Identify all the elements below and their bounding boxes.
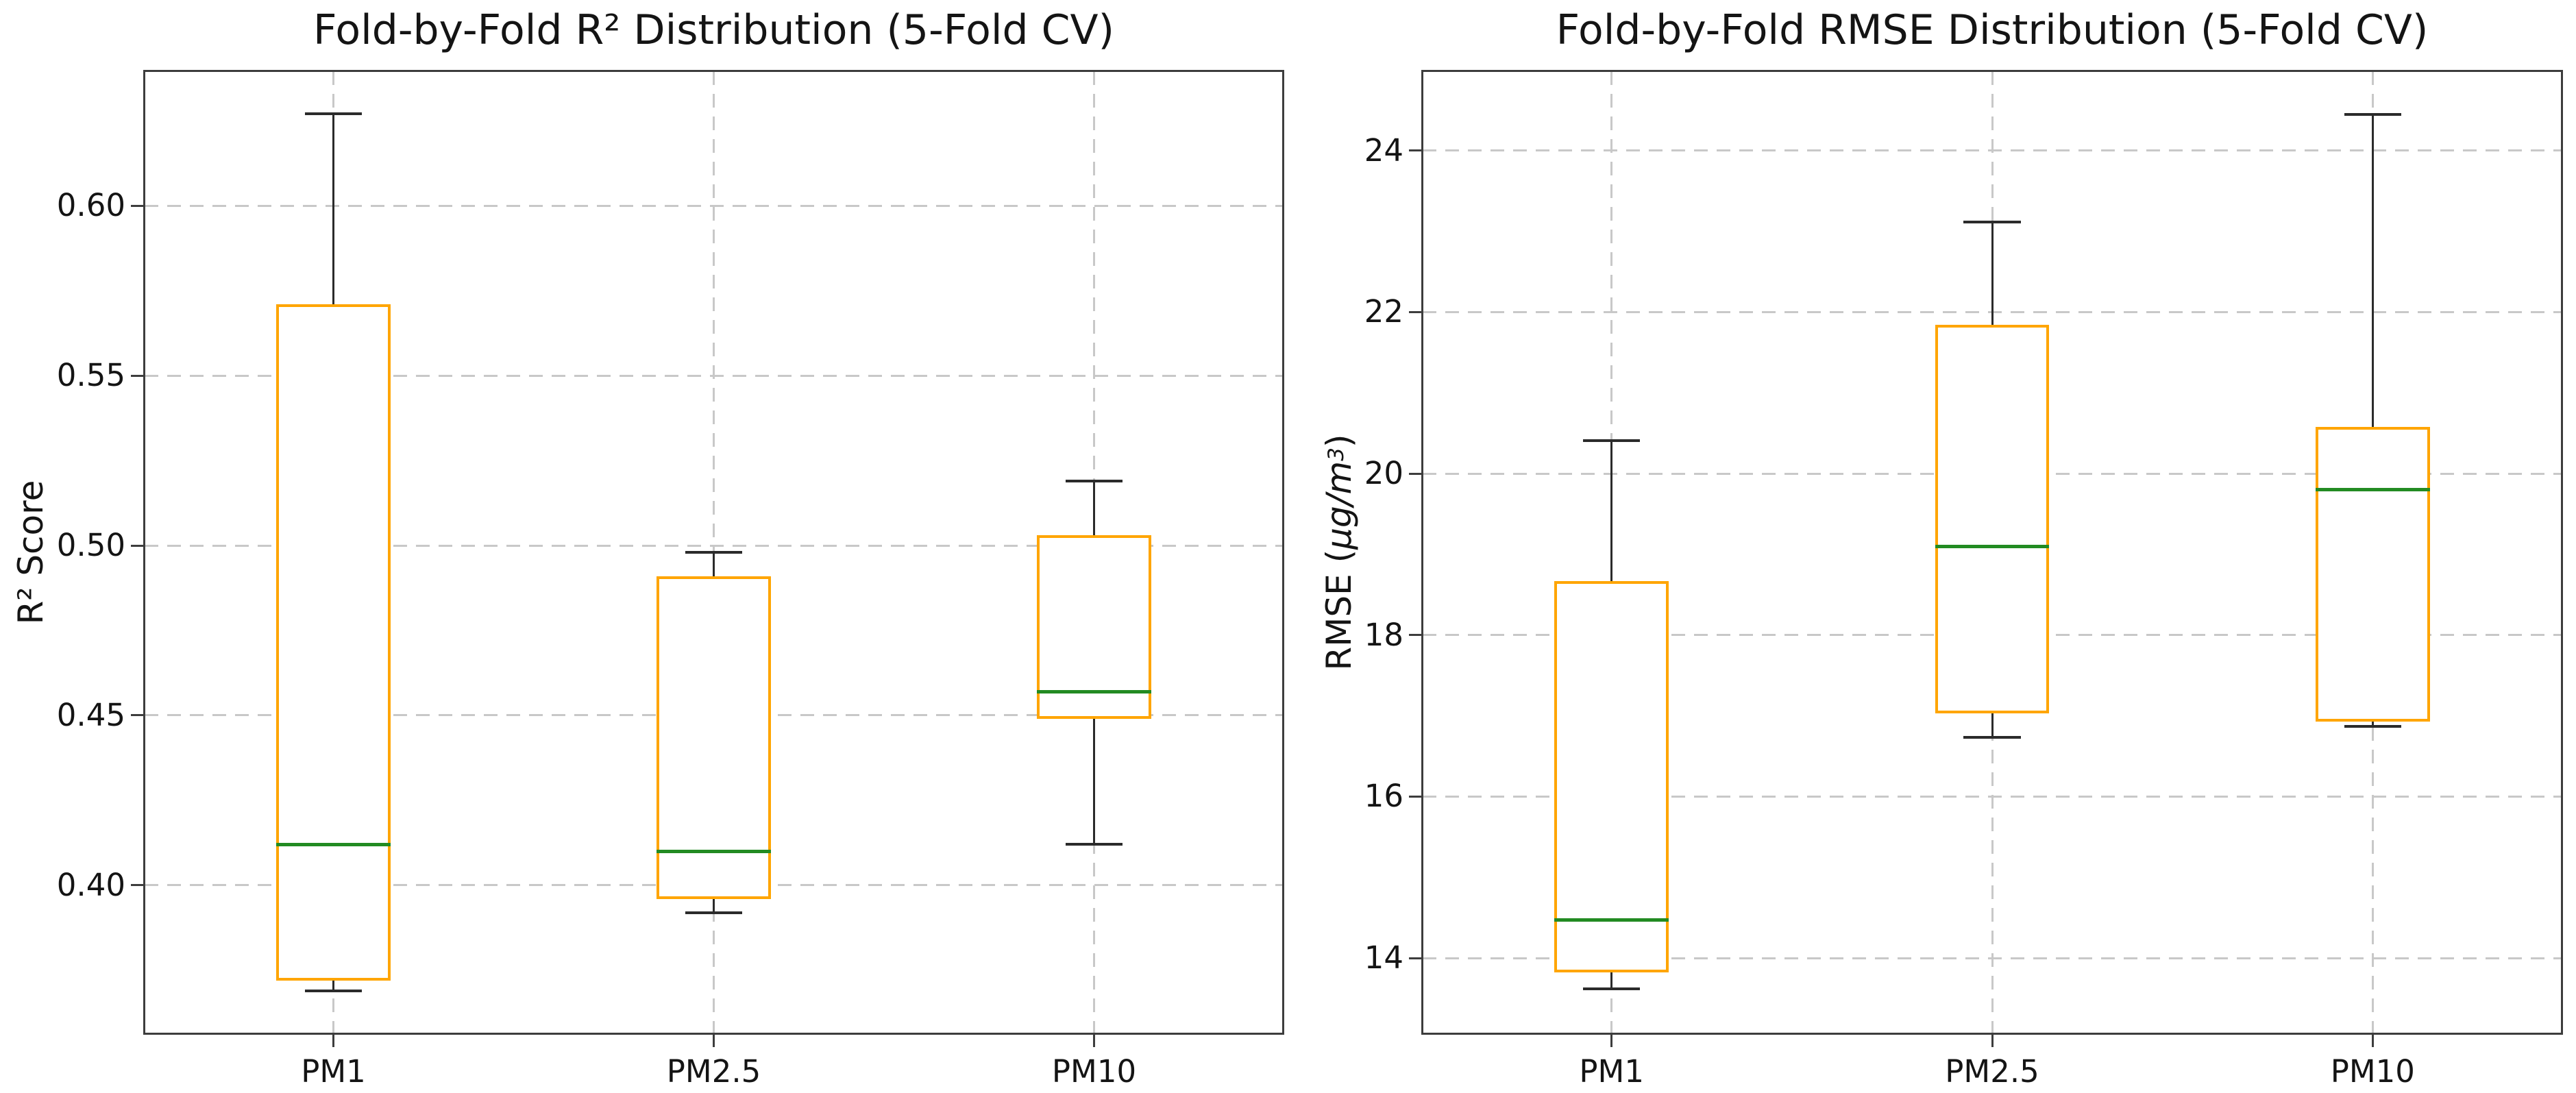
y-tick-mark (131, 884, 143, 887)
y-tick-label: 0.55 (56, 357, 125, 394)
whisker-cap-lower (1963, 736, 2021, 739)
chart-title: Fold-by-Fold RMSE Distribution (5-Fold C… (1556, 6, 2429, 54)
box-iqr (657, 576, 771, 899)
whisker-lower (1991, 713, 1994, 738)
x-tick-label: PM2.5 (666, 1053, 761, 1090)
x-tick-mark (713, 1035, 715, 1047)
chart-title: Fold-by-Fold R² Distribution (5-Fold CV) (312, 6, 1114, 54)
y-tick-mark (1409, 310, 1421, 313)
y-tick-label: 20 (1364, 455, 1403, 492)
whisker-upper (1991, 221, 1994, 326)
y-tick-mark (131, 544, 143, 547)
whisker-cap-lower (1065, 843, 1123, 846)
plot-border (1421, 70, 2563, 1035)
x-tick-mark (1991, 1035, 1994, 1047)
x-tick-label: PM1 (301, 1053, 366, 1090)
y-tick-label: 0.40 (56, 866, 125, 903)
y-tick-mark (1409, 149, 1421, 152)
y-axis-label-part: ) (1319, 434, 1359, 448)
y-tick-label: 16 (1364, 778, 1403, 815)
plot-border (143, 70, 1284, 1035)
y-tick-label: 0.60 (56, 187, 125, 224)
x-tick-mark (2371, 1035, 2374, 1047)
whisker-upper (1093, 480, 1095, 536)
x-tick-label: PM10 (1051, 1053, 1137, 1090)
y-tick-label: 24 (1364, 132, 1403, 169)
x-tick-mark (1610, 1035, 1613, 1047)
y-tick-mark (1409, 795, 1421, 798)
y-tick-label: 22 (1364, 293, 1403, 330)
y-tick-label: 14 (1364, 940, 1403, 977)
x-tick-label: PM10 (2330, 1053, 2415, 1090)
whisker-cap-lower (685, 911, 743, 914)
x-tick-label: PM1 (1579, 1053, 1644, 1090)
whisker-upper (2371, 114, 2374, 427)
x-tick-label: PM2.5 (1945, 1053, 2039, 1090)
whisker-lower (713, 898, 715, 913)
median-line (657, 849, 771, 853)
box-iqr (1554, 580, 1669, 973)
whisker-lower (1610, 972, 1613, 989)
whisker-upper (713, 552, 715, 576)
whisker-upper (1610, 440, 1613, 581)
box-iqr (1037, 535, 1151, 719)
median-line (1935, 544, 2050, 548)
y-tick-mark (1409, 634, 1421, 637)
whisker-cap-upper (1583, 439, 1641, 442)
whisker-cap-lower (304, 989, 363, 992)
whisker-cap-upper (1963, 220, 2021, 223)
y-tick-mark (1409, 957, 1421, 959)
whisker-cap-upper (1065, 479, 1123, 482)
y-tick-mark (1409, 472, 1421, 475)
y-tick-label: 0.45 (56, 696, 125, 733)
whisker-cap-upper (685, 551, 743, 554)
y-tick-mark (131, 374, 143, 377)
y-tick-mark (131, 714, 143, 717)
whisker-cap-upper (2344, 112, 2401, 116)
box-iqr (2316, 426, 2430, 722)
box-iqr (276, 304, 391, 981)
y-tick-mark (131, 204, 143, 207)
whisker-cap-upper (304, 112, 363, 116)
x-tick-mark (1093, 1035, 1095, 1047)
whisker-cap-lower (1583, 987, 1641, 990)
y-tick-label: 18 (1364, 616, 1403, 653)
box-iqr (1935, 325, 2050, 714)
median-line (1037, 689, 1151, 693)
whisker-lower (2371, 721, 2374, 726)
y-tick-label: 0.50 (56, 527, 125, 564)
x-tick-mark (332, 1035, 334, 1047)
whisker-cap-lower (2344, 724, 2401, 728)
whisker-upper (332, 114, 334, 305)
median-line (2316, 488, 2430, 492)
whisker-lower (332, 980, 334, 991)
median-line (276, 842, 391, 846)
whisker-lower (1093, 718, 1095, 845)
median-line (1554, 918, 1669, 922)
